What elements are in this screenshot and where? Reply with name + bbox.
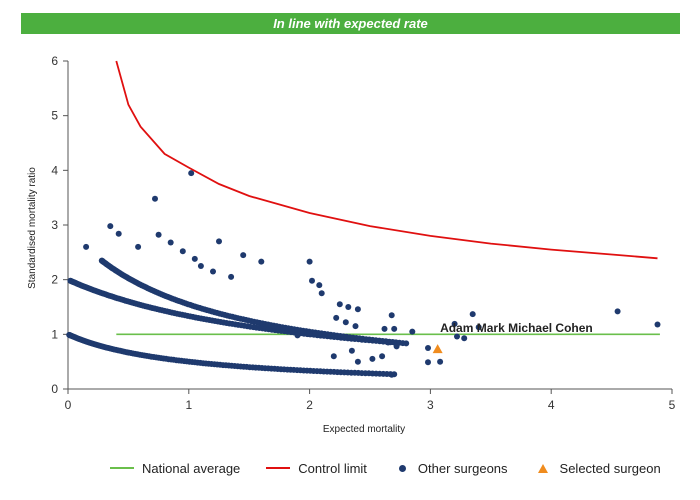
surgeon-point bbox=[354, 306, 361, 313]
x-axis-title: Expected mortality bbox=[323, 424, 405, 435]
selected-surgeon-marker bbox=[432, 344, 443, 354]
surgeon-point bbox=[197, 263, 204, 269]
tick-marks bbox=[63, 60, 673, 394]
surgeon-point bbox=[135, 243, 142, 250]
surgeon-point bbox=[348, 347, 355, 354]
legend-national-average: National average bbox=[110, 461, 240, 476]
surgeon-point bbox=[294, 332, 301, 339]
surgeon-point bbox=[614, 308, 621, 315]
surgeon-point bbox=[316, 282, 323, 289]
surgeon-point bbox=[654, 321, 661, 328]
surgeon-point bbox=[336, 301, 343, 308]
title-banner: In line with expected rate bbox=[21, 13, 680, 34]
tick-labels: 0 1 2 3 4 5 0 1 2 3 4 5 6 bbox=[51, 54, 675, 412]
y-tick-label: 5 bbox=[51, 109, 58, 123]
surgeon-point bbox=[475, 324, 482, 331]
surgeon-point bbox=[388, 371, 395, 378]
legend-other-surgeons: Other surgeons bbox=[393, 461, 508, 476]
surgeon-point bbox=[385, 339, 392, 346]
surgeon-point bbox=[352, 323, 359, 330]
surgeon-point bbox=[115, 230, 122, 237]
surgeon-point bbox=[210, 268, 216, 275]
surgeon-point bbox=[381, 325, 388, 332]
y-tick-label: 3 bbox=[51, 218, 58, 232]
surgeon-point bbox=[454, 333, 460, 340]
surgeon-point bbox=[345, 304, 352, 310]
x-tick-label: 3 bbox=[427, 398, 434, 412]
surgeon-point bbox=[403, 340, 410, 347]
surgeon-point bbox=[330, 353, 337, 360]
surgeon-point bbox=[228, 273, 235, 280]
legend-label: Other surgeons bbox=[417, 460, 508, 476]
surgeon-point bbox=[309, 277, 315, 284]
x-tick-label: 5 bbox=[669, 398, 676, 412]
surgeon-point bbox=[167, 239, 174, 246]
legend-selected-surgeon: Selected surgeon bbox=[534, 461, 661, 476]
surgeon-point bbox=[107, 223, 114, 230]
control-limit-line bbox=[115, 60, 658, 260]
surgeon-point bbox=[342, 319, 349, 326]
y-axis-title: Standardised mortality ratio bbox=[27, 167, 38, 289]
y-tick-label: 1 bbox=[51, 327, 58, 341]
y-tick-label: 6 bbox=[51, 54, 58, 68]
legend-label: National average bbox=[142, 460, 241, 476]
surgeon-point bbox=[240, 252, 247, 259]
surgeon-point bbox=[155, 231, 162, 238]
surgeon-point bbox=[191, 255, 198, 262]
surgeon-point bbox=[369, 355, 376, 362]
selected-surgeon-swatch bbox=[537, 463, 548, 473]
y-tick-label: 4 bbox=[51, 163, 58, 177]
surgeon-point bbox=[388, 312, 395, 319]
national-average-swatch bbox=[110, 467, 134, 469]
surgeon-point bbox=[258, 258, 265, 265]
x-tick-label: 4 bbox=[548, 398, 555, 412]
surgeon-point bbox=[469, 311, 476, 318]
legend-label: Control limit bbox=[298, 460, 367, 476]
other-surgeons-points bbox=[66, 170, 661, 378]
surgeon-point bbox=[306, 258, 313, 265]
surgeon-point bbox=[306, 331, 313, 338]
surgeon-point bbox=[83, 243, 90, 250]
surgeon-point bbox=[391, 325, 398, 332]
x-tick-label: 0 bbox=[65, 398, 72, 412]
surgeon-point bbox=[333, 314, 340, 321]
x-tick-label: 2 bbox=[306, 398, 313, 412]
legend-label: Selected surgeon bbox=[559, 460, 661, 476]
x-tick-label: 1 bbox=[185, 398, 192, 412]
surgeon-point bbox=[437, 358, 444, 365]
surgeon-point bbox=[379, 353, 386, 360]
surgeon-point bbox=[188, 170, 195, 177]
surgeon-point bbox=[451, 320, 458, 327]
y-tick-label: 2 bbox=[51, 273, 58, 287]
legend-control-limit: Control limit bbox=[266, 461, 367, 476]
control-limit-swatch bbox=[266, 467, 291, 469]
surgeon-point bbox=[179, 248, 186, 255]
other-surgeons-swatch bbox=[398, 464, 406, 472]
surgeon-point bbox=[425, 345, 431, 351]
surgeon-point bbox=[409, 328, 416, 335]
surgeon-point bbox=[393, 343, 400, 350]
surgeon-point bbox=[354, 358, 361, 365]
legend: National average Control limit Other sur… bbox=[110, 458, 680, 478]
surgeon-point bbox=[216, 238, 222, 245]
surgeon-point bbox=[425, 359, 431, 366]
surgeon-point bbox=[318, 290, 325, 297]
surgeon-point bbox=[461, 335, 468, 342]
surgeon-point bbox=[152, 195, 158, 202]
y-tick-label: 0 bbox=[51, 382, 58, 396]
selected-surgeon-label: Adam Mark Michael Cohen bbox=[440, 321, 593, 335]
